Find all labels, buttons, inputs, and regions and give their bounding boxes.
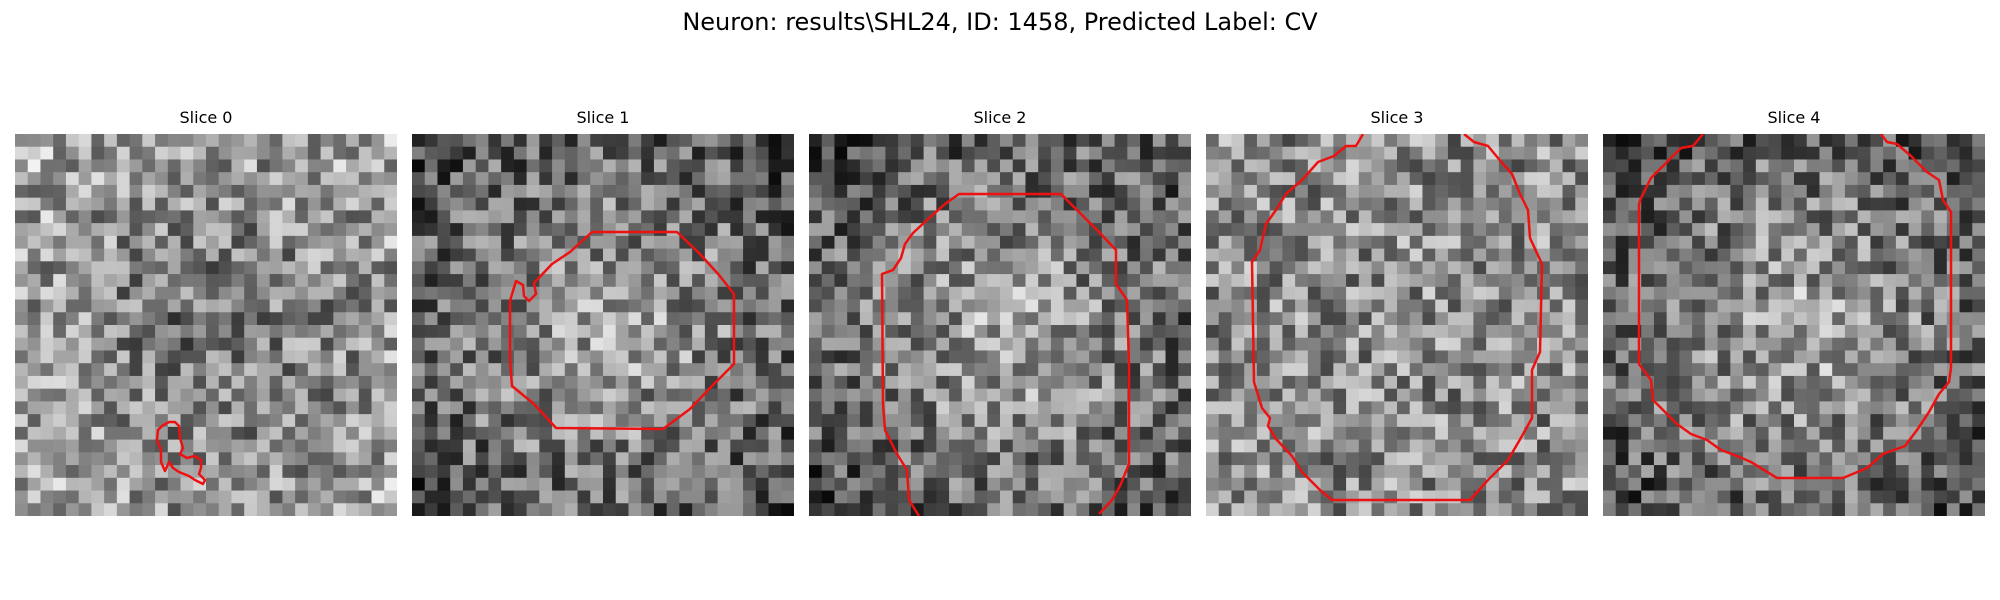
segmentation-contour [880, 192, 1131, 516]
slice-panel-2: Slice 2 [809, 108, 1191, 520]
segmentation-contour [1250, 134, 1544, 502]
slice-title: Slice 1 [576, 108, 630, 127]
slice-image [1603, 134, 1985, 516]
slice-panel-0: Slice 0 [15, 108, 397, 520]
segmentation-contour [508, 230, 736, 431]
slice-image [1206, 134, 1588, 516]
figure-title: Neuron: results\SHL24, ID: 1458, Predict… [682, 8, 1318, 36]
slice-title: Slice 4 [1767, 108, 1821, 127]
slice-panel-4: Slice 4 [1603, 108, 1985, 520]
segmentation-contour [1637, 134, 1953, 480]
slice-panel-3: Slice 3 [1206, 108, 1588, 520]
slice-panel-1: Slice 1 [412, 108, 794, 520]
segmentation-contour [155, 420, 207, 486]
slice-title: Slice 3 [1370, 108, 1424, 127]
slice-image [412, 134, 794, 516]
slice-title: Slice 2 [973, 108, 1027, 127]
slice-image [15, 134, 397, 516]
slice-image [809, 134, 1191, 516]
slice-title: Slice 0 [179, 108, 233, 127]
